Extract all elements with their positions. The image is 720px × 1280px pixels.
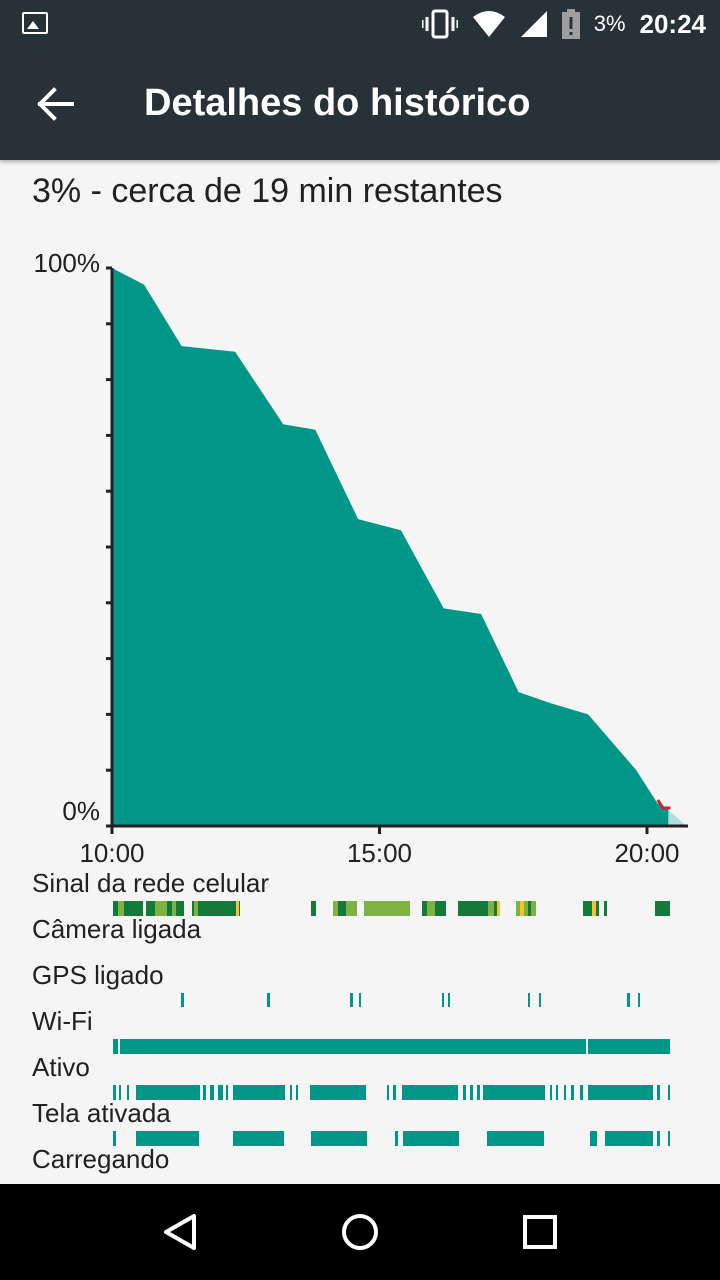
status-bar: 3% 20:24 <box>0 0 720 48</box>
page-title: Detalhes do histórico <box>144 82 531 124</box>
image-icon <box>22 12 48 34</box>
battery-alert-icon <box>561 9 580 39</box>
row-label-screen-on: Tela ativada <box>32 1098 171 1128</box>
row-label-gps: GPS ligado <box>32 960 164 990</box>
row-label-signal: Sinal da rede celular <box>32 868 270 898</box>
x-tick-label: 20:00 <box>614 838 679 868</box>
y-label-min: 0% <box>62 796 100 826</box>
wifi-bar <box>113 1039 670 1054</box>
back-triangle-icon[interactable] <box>150 1202 210 1262</box>
wifi-icon <box>472 11 505 37</box>
low-battery-line <box>656 799 671 810</box>
gps-bar <box>181 993 640 1007</box>
battery-percent: 3% <box>593 11 626 36</box>
battery-chart: 100% 0% 10:00 15:00 20:00 <box>34 248 688 868</box>
battery-projection <box>668 810 687 826</box>
home-circle-icon[interactable] <box>330 1202 390 1262</box>
vibrate-icon <box>421 9 458 39</box>
x-tick-label: 10:00 <box>79 838 144 868</box>
y-label-max: 100% <box>34 248 101 278</box>
navigation-bar <box>0 1184 720 1280</box>
clock: 20:24 <box>639 8 707 39</box>
app-bar: Detalhes do histórico <box>0 48 720 160</box>
x-tick-label: 15:00 <box>347 838 412 868</box>
arrow-back-icon[interactable] <box>34 84 78 124</box>
battery-summary: 3% - cerca de 19 min restantes <box>32 172 503 210</box>
awake-bar <box>113 1085 670 1100</box>
recents-square-icon[interactable] <box>510 1202 570 1262</box>
battery-area <box>112 268 669 826</box>
row-label-camera: Câmera ligada <box>32 914 202 944</box>
cell-signal-icon <box>520 11 547 37</box>
row-label-charging: Carregando <box>32 1144 170 1174</box>
row-label-wifi: Wi-Fi <box>32 1006 93 1036</box>
row-label-awake: Ativo <box>32 1052 90 1082</box>
screen-on-bar <box>113 1131 670 1146</box>
